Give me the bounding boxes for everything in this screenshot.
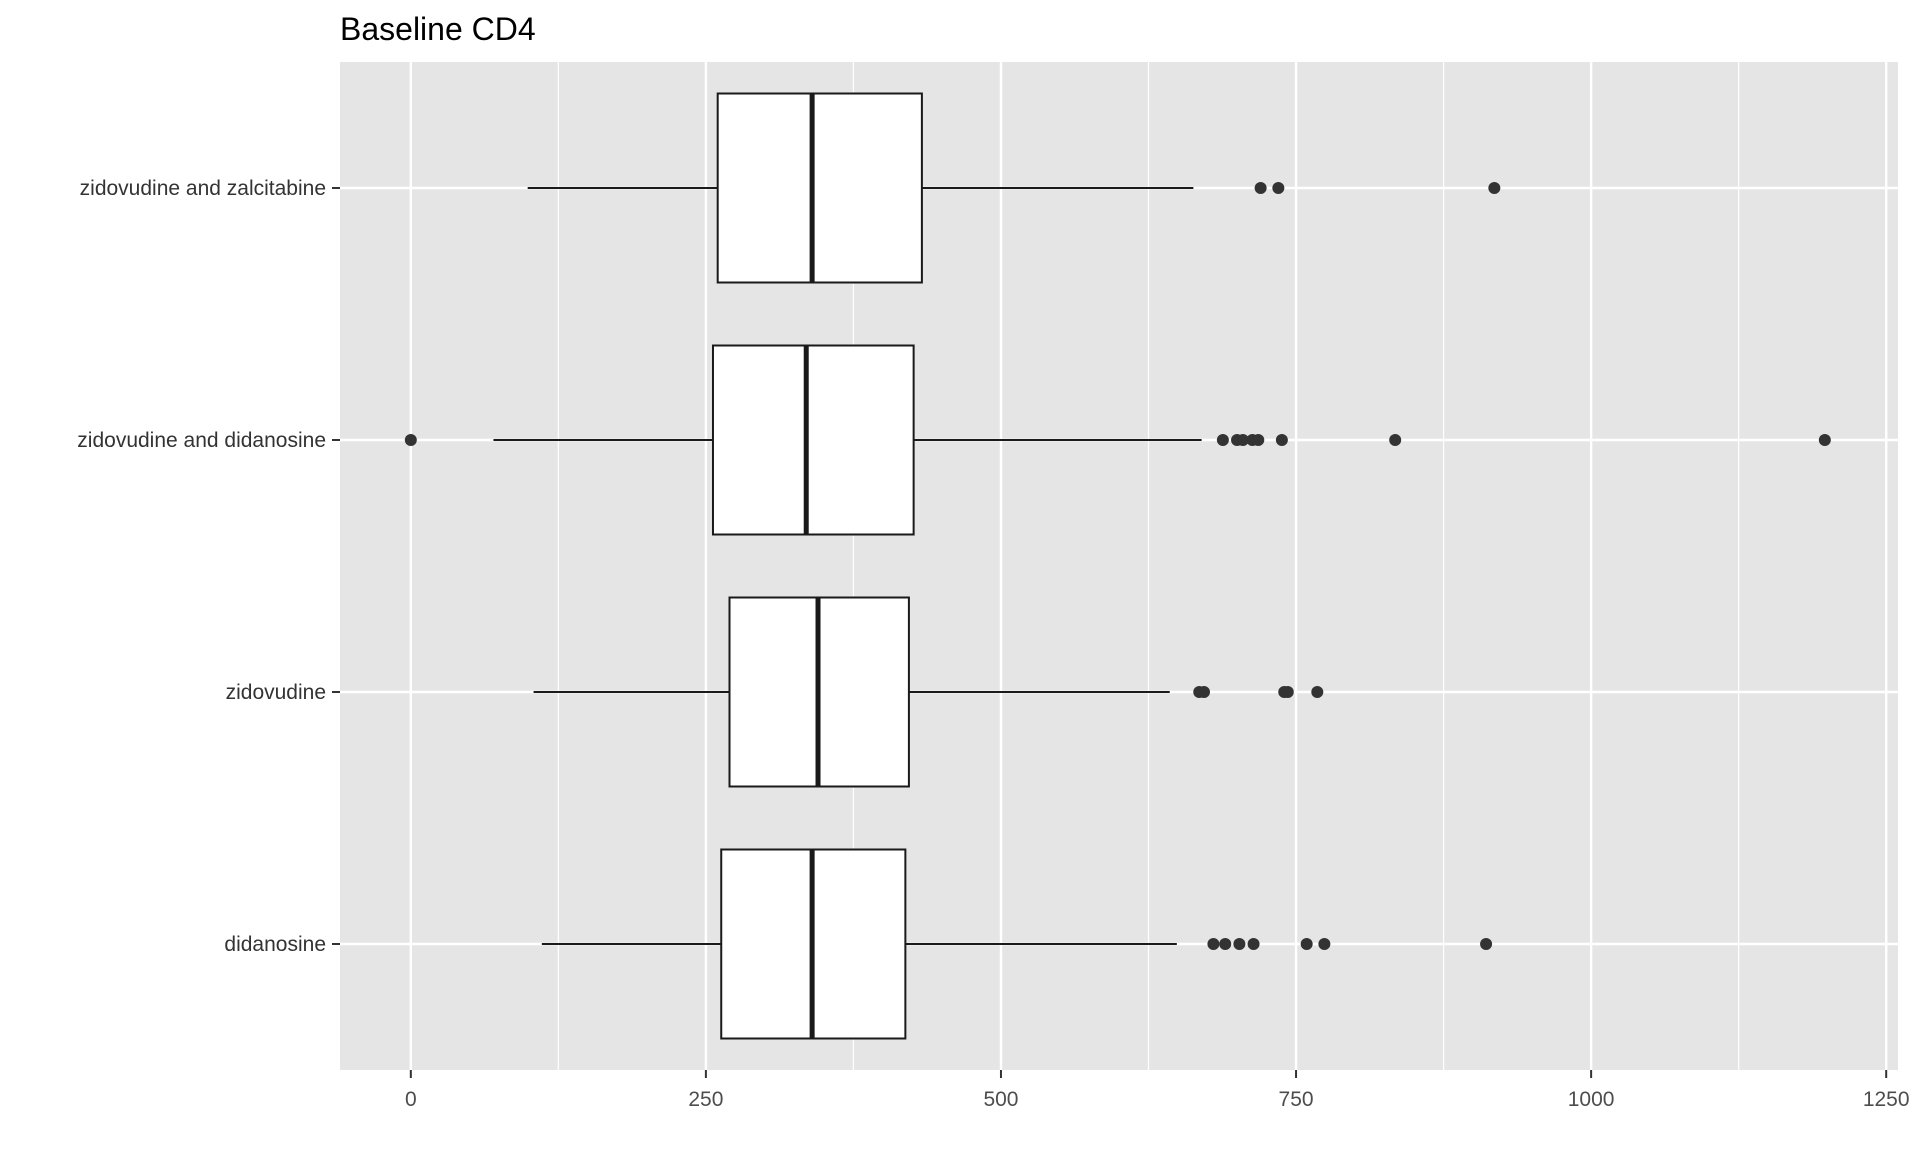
panel-background [340, 62, 1898, 1070]
x-tick-label: 500 [983, 1088, 1018, 1111]
box-group [404, 344, 1831, 536]
outlier-point [404, 434, 417, 446]
outlier-point [1247, 938, 1260, 950]
x-tick-label: 1000 [1568, 1088, 1615, 1111]
outlier-point [1216, 434, 1229, 446]
category-label: zidovudine [226, 681, 326, 704]
outlier-point [1207, 938, 1220, 950]
box-group [541, 848, 1493, 1040]
outlier-point [1818, 434, 1831, 446]
outlier-point [1219, 938, 1232, 950]
outlier-point [1300, 938, 1313, 950]
x-tick-label: 0 [405, 1088, 417, 1111]
boxes [404, 92, 1831, 1040]
x-tick-label: 750 [1279, 1088, 1314, 1111]
box-iqr [711, 344, 915, 536]
outlier-point [1254, 182, 1267, 194]
outlier-point [1318, 938, 1331, 950]
category-label: didanosine [224, 933, 326, 956]
outlier-point [1311, 686, 1324, 698]
box-group [527, 92, 1501, 284]
box-group [533, 596, 1324, 788]
outlier-point [1488, 182, 1501, 194]
category-label: zidovudine and didanosine [77, 429, 326, 452]
x-tick-label: 1250 [1863, 1088, 1910, 1111]
outlier-point [1275, 434, 1288, 446]
outlier-point [1197, 686, 1210, 698]
box-iqr [716, 92, 923, 284]
outlier-point [1272, 182, 1285, 194]
chart-title: Baseline CD4 [340, 11, 536, 47]
outlier-point [1236, 434, 1249, 446]
plot-panel [340, 62, 1898, 1070]
outlier-point [1480, 938, 1493, 950]
x-tick-label: 250 [688, 1088, 723, 1111]
category-label: zidovudine and zalcitabine [80, 177, 326, 200]
outlier-point [1281, 686, 1294, 698]
outlier-point [1233, 938, 1246, 950]
outlier-point [1389, 434, 1402, 446]
outlier-point [1252, 434, 1265, 446]
axes: zidovudine and zalcitabine zidovudine and… [77, 177, 1909, 1111]
